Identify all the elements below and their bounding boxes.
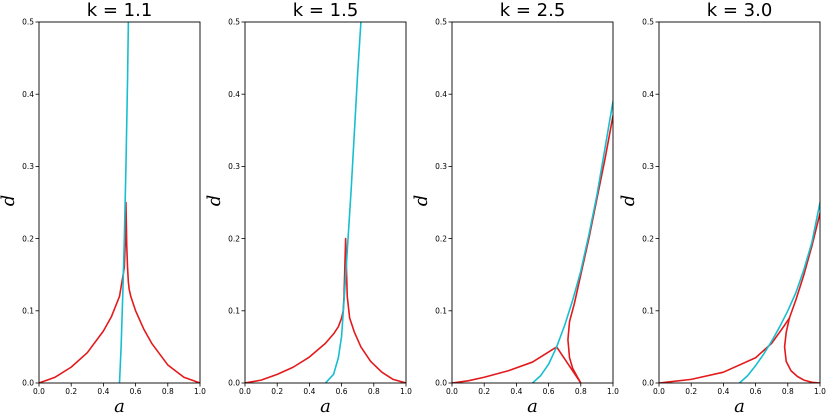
plot-frame [38,21,201,384]
series-line-2 [324,22,362,383]
x-tick-label: 1.0 [194,387,206,396]
x-tick-label: 0.8 [162,387,174,396]
x-tick-label: 0.6 [543,387,555,396]
subplot-4: k = 3.0 0.0 0.2 0.4 0.6 0.8 1.0 0.0 0.1 0.2 0.3 0.4… [618,0,826,417]
y-tick-label: 0.4 [435,90,447,99]
y-tick-label: 0.5 [435,18,447,27]
y-axis-label: d [411,195,432,207]
x-tick-label: 0.6 [130,387,142,396]
y-tick-label: 0.2 [642,234,654,243]
subplot-2: k = 1.5 0.0 0.2 0.4 0.6 0.8 1.0 0.0 0.1 0.2 0.3 0.4… [204,0,412,417]
y-tick-label: 0.2 [228,234,240,243]
x-tick-label: 0.2 [685,387,697,396]
chart-title: k = 1.1 [87,0,153,21]
x-tick-label: 1.0 [814,387,826,396]
y-tick-label: 0.3 [22,162,34,171]
y-tick-label: 0.2 [435,234,447,243]
y-tick-label: 0.4 [22,90,34,99]
y-tick-label: 0.2 [22,234,34,243]
y-tick-label: 0.1 [22,307,34,316]
series-line-2 [531,100,613,383]
x-tick-label: 0.8 [782,387,794,396]
y-tick-label: 0.0 [22,379,34,388]
series-line-2 [659,317,791,383]
y-tick-label: 0.5 [228,18,240,27]
x-tick-label: 1.0 [400,387,412,396]
x-tick-label: 0.4 [510,387,522,396]
plot-frame [244,21,407,384]
y-tick-label: 0.4 [228,90,240,99]
subplot-3: k = 2.5 0.0 0.2 0.4 0.6 0.8 1.0 0.0 0.1 0.2 0.3 0.4… [411,0,619,417]
series-line-1 [245,237,406,383]
x-tick-label: 0.0 [446,387,458,396]
chart-title: k = 2.5 [500,0,566,21]
y-tick-label: 0.1 [435,307,447,316]
x-tick-label: 0.2 [271,387,283,396]
x-tick-label: 0.4 [97,387,109,396]
y-tick-label: 0.3 [435,162,447,171]
x-tick-label: 0.8 [575,387,587,396]
y-tick-label: 0.0 [228,379,240,388]
y-axis-label: d [618,195,639,207]
plot-frame [451,21,614,384]
x-tick-label: 0.2 [65,387,77,396]
series-line-1 [39,201,200,383]
x-axis-label: a [320,396,331,417]
x-tick-label: 0.2 [478,387,490,396]
x-tick-label: 0.0 [653,387,665,396]
chart-title: k = 3.0 [707,0,773,21]
x-tick-label: 1.0 [607,387,619,396]
y-tick-label: 0.4 [642,90,654,99]
x-tick-label: 0.6 [750,387,762,396]
x-axis-label: a [114,396,125,417]
series-line-2 [118,22,130,383]
series-line-3 [738,201,820,383]
x-tick-label: 0.0 [33,387,45,396]
series-line-1 [783,212,820,383]
x-tick-label: 0.4 [303,387,315,396]
y-axis-label: d [0,195,19,207]
y-tick-label: 0.0 [642,379,654,388]
y-tick-label: 0.0 [435,379,447,388]
x-axis-label: a [734,396,745,417]
chart-title: k = 1.5 [293,0,359,21]
y-axis-label: d [204,195,225,207]
y-tick-label: 0.1 [228,307,240,316]
x-tick-label: 0.0 [239,387,251,396]
series-line-1 [452,115,613,383]
y-tick-label: 0.5 [22,18,34,27]
plot-frame [658,21,821,384]
x-axis-label: a [527,396,538,417]
x-tick-label: 0.4 [717,387,729,396]
x-tick-label: 0.6 [336,387,348,396]
x-tick-label: 0.8 [368,387,380,396]
y-tick-label: 0.5 [642,18,654,27]
subplot-1: k = 1.1 0.0 0.2 0.4 0.6 0.8 1.0 0.0 0.1 0.2 0.3 0.4… [0,0,206,417]
y-tick-label: 0.3 [642,162,654,171]
y-tick-label: 0.1 [642,307,654,316]
y-tick-label: 0.3 [228,162,240,171]
